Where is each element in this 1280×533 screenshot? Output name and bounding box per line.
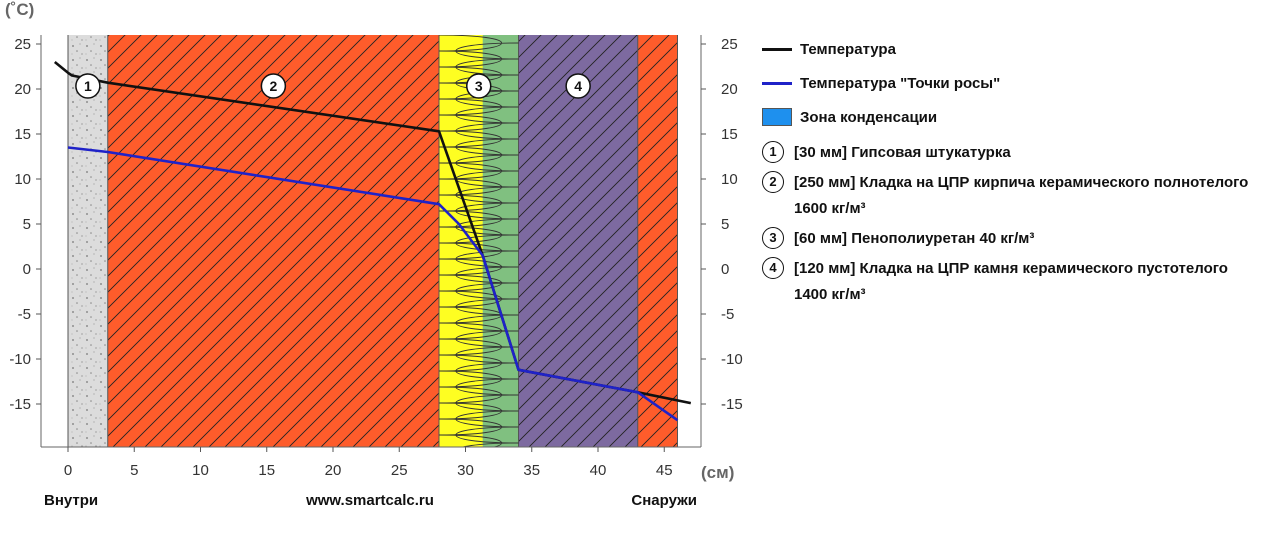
legend-box-condensation <box>762 108 792 126</box>
y-tick-label-right: 0 <box>721 261 729 278</box>
axes: 25 25 20 20 15 15 10 10 5 5 0 0 -5 -5 -10 -10 -15 -15 0 5 10… <box>9 35 743 479</box>
legend-item-temperature: Температура <box>762 32 1262 66</box>
x-tick-label: 10 <box>192 462 209 479</box>
layer-1-marker-label: 1 <box>84 78 92 94</box>
layer-3-accent <box>482 35 519 447</box>
legend-layer-2-text: [250 мм] Кладка на ЦПР кирпича керамичес… <box>794 174 1249 217</box>
layer-4-hatch <box>518 35 638 447</box>
x-tick-label: 25 <box>391 462 408 479</box>
y-tick-label-left: -5 <box>18 306 31 323</box>
legend-layer-3-marker: 3 <box>762 227 784 249</box>
layer-3-marker-label: 3 <box>475 78 483 94</box>
y-tick-label-left: -15 <box>9 396 31 413</box>
layer-5-hatch <box>637 35 678 447</box>
y-tick-label-right: -10 <box>721 351 743 368</box>
legend-line-temperature <box>762 47 792 51</box>
layer-2-marker-label: 2 <box>269 78 277 94</box>
legend-layer-3: 3 [60 мм] Пенополиуретан 40 кг/м³ <box>762 226 1262 252</box>
y-tick-label-right: 5 <box>721 216 729 233</box>
y-tick-label-right: -5 <box>721 306 734 323</box>
legend-label-temperature: Температура <box>800 40 896 58</box>
wall-layers <box>67 35 678 447</box>
legend-label-dewpoint: Температура "Точки росы" <box>800 74 1001 92</box>
layer-4-marker-label: 4 <box>574 78 582 94</box>
x-tick-label: 30 <box>457 462 474 479</box>
legend-layer-1-text: [30 мм] Гипсовая штукатурка <box>794 144 1011 161</box>
legend-item-condensation: Зона конденсации <box>762 100 1262 134</box>
legend-layer-4-marker: 4 <box>762 257 784 279</box>
series-lines <box>53 60 692 422</box>
legend-layer-4: 4 [120 мм] Кладка на ЦПР камня керамичес… <box>762 256 1262 308</box>
layer-markers: 1 2 3 4 <box>75 73 591 99</box>
layer-1-marker-circle <box>75 73 101 99</box>
y-tick-label-right: -15 <box>721 396 743 413</box>
y-tick-label-left: 25 <box>14 36 31 53</box>
x-tick-label: 35 <box>523 462 540 479</box>
layer-4-marker-circle <box>565 73 591 99</box>
x-unit-label: (см) <box>701 463 734 482</box>
legend-layer-2-marker: 2 <box>762 171 784 193</box>
x-tick-label: 40 <box>590 462 607 479</box>
layer-2-hatch <box>107 35 439 447</box>
x-tick-label: 15 <box>258 462 275 479</box>
y-unit-label: (˚C) <box>5 0 34 19</box>
dewpoint-line <box>67 146 679 422</box>
layer-1-texture <box>68 35 108 447</box>
label-website: www.smartcalc.ru <box>305 492 434 509</box>
y-tick-label-left: 5 <box>23 216 31 233</box>
y-tick-label-right: 25 <box>721 36 738 53</box>
legend-line-dewpoint <box>762 81 792 85</box>
x-tick-label: 0 <box>64 462 72 479</box>
legend-layer-2: 2 [250 мм] Кладка на ЦПР кирпича керамич… <box>762 170 1262 222</box>
legend-label-condensation: Зона конденсации <box>800 108 938 126</box>
y-tick-label-left: 10 <box>14 171 31 188</box>
label-inside: Внутри <box>44 492 98 509</box>
y-tick-label-right: 10 <box>721 171 738 188</box>
x-tick-label: 20 <box>325 462 342 479</box>
y-tick-label-right: 20 <box>721 81 738 98</box>
layer-3-marker-circle <box>466 73 492 99</box>
y-tick-label-right: 15 <box>721 126 738 143</box>
legend-layer-1: 1 [30 мм] Гипсовая штукатурка <box>762 140 1262 166</box>
legend: Температура Температура "Точки росы" Зон… <box>762 32 1262 308</box>
y-tick-label-left: 0 <box>23 261 31 278</box>
legend-layer-1-marker: 1 <box>762 141 784 163</box>
y-tick-label-left: -10 <box>9 351 31 368</box>
legend-layer-3-text: [60 мм] Пенополиуретан 40 кг/м³ <box>794 230 1035 247</box>
legend-layer-4-text: [120 мм] Кладка на ЦПР камня керамическо… <box>794 260 1228 303</box>
layer-2-marker-circle <box>260 73 287 99</box>
x-tick-label: 5 <box>130 462 138 479</box>
y-tick-label-left: 20 <box>14 81 31 98</box>
label-outside: Снаружи <box>631 492 697 509</box>
x-tick-label: 45 <box>656 462 673 479</box>
legend-item-dewpoint: Температура "Точки росы" <box>762 66 1262 100</box>
y-tick-label-left: 15 <box>14 126 31 143</box>
